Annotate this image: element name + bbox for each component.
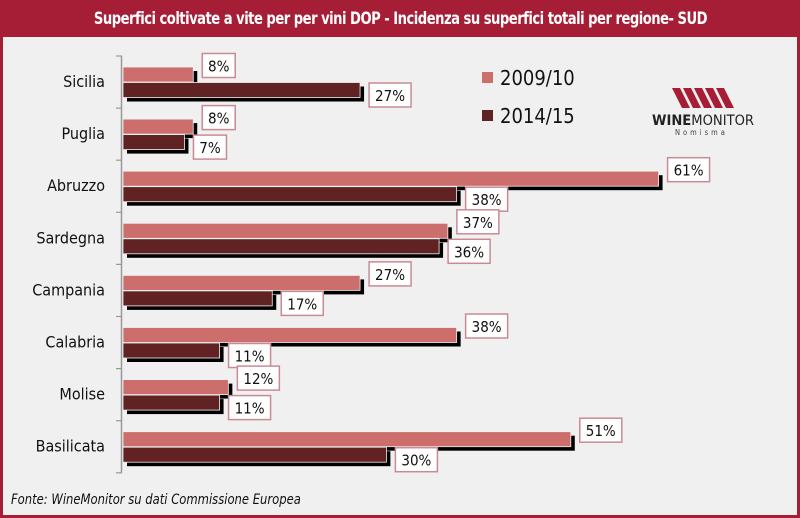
bar-2009-10 xyxy=(122,379,229,396)
data-label: 37% xyxy=(463,214,493,232)
data-label: 11% xyxy=(235,400,265,418)
data-label-box xyxy=(227,394,272,421)
bar-2014-15 xyxy=(122,134,185,151)
bar-2014-15 xyxy=(122,186,458,203)
data-label-box xyxy=(666,156,711,183)
y-axis xyxy=(116,55,123,474)
data-label: 7% xyxy=(199,139,221,157)
data-label: 30% xyxy=(401,452,431,470)
logo-subtitle: Nomisma xyxy=(675,128,728,137)
bars-group: 8% 27% 8% 7% 61% 38% 37% 36% 27% 17% 38% 11% 12% 11% 5… xyxy=(122,52,711,473)
category-label: Molise xyxy=(59,385,105,404)
chart-title: Superfici coltivate a vite per per vini … xyxy=(93,8,707,29)
data-label: 38% xyxy=(472,191,502,209)
title-bar: Superfici coltivate a vite per per vini … xyxy=(0,0,800,37)
bar-2014-15 xyxy=(122,290,273,307)
bar-2009-10 xyxy=(122,274,361,291)
data-label: 8% xyxy=(208,58,230,76)
data-label-box xyxy=(368,82,412,108)
bar-2009-10 xyxy=(122,327,458,343)
category-label: Puglia xyxy=(62,124,105,143)
bar-2009-10 xyxy=(122,118,194,135)
bar-2014-15 xyxy=(122,446,387,463)
legend-label-2009: 2009/10 xyxy=(500,66,575,90)
winemonitor-logo: WINEMONITOR Nomisma xyxy=(652,88,754,137)
data-label-box xyxy=(368,261,412,287)
bar-2014-15 xyxy=(122,238,440,255)
data-label-box xyxy=(579,417,623,443)
data-label-box xyxy=(280,290,325,317)
logo-wordmark: WINEMONITOR xyxy=(652,113,754,129)
data-label: 61% xyxy=(674,162,704,180)
category-label: Sicilia xyxy=(63,72,105,91)
data-label: 27% xyxy=(375,87,405,105)
legend: 2009/10 2014/15 xyxy=(482,66,575,128)
data-label-box xyxy=(236,365,281,391)
category-label: Sardegna xyxy=(36,228,105,247)
bar-2014-15 xyxy=(122,342,220,359)
data-label-box xyxy=(464,186,509,212)
category-label: Campania xyxy=(32,280,105,299)
bar-2014-15 xyxy=(122,394,220,411)
data-label: 36% xyxy=(454,243,484,261)
bar-2009-10 xyxy=(122,170,659,187)
data-label: 27% xyxy=(375,266,405,284)
logo-mark-icon xyxy=(672,88,734,108)
data-label-box xyxy=(447,238,491,265)
category-label: Abruzzo xyxy=(47,176,105,195)
bar-2009-10 xyxy=(122,222,449,239)
data-label-box xyxy=(464,313,509,339)
legend-swatch-2014 xyxy=(482,110,493,121)
data-label: 12% xyxy=(243,370,273,388)
data-label-box xyxy=(192,134,228,160)
data-label-box xyxy=(394,446,439,473)
category-label: Calabria xyxy=(45,333,105,352)
data-label: 8% xyxy=(208,110,230,128)
data-label: 11% xyxy=(235,348,265,366)
source-note: Fonte: WineMonitor su dati Commissione E… xyxy=(11,492,301,508)
data-label-box xyxy=(201,104,236,131)
category-label: Basilicata xyxy=(36,437,105,456)
data-label-box xyxy=(201,52,236,79)
category-labels: Sicilia Puglia Abruzzo Sardegna Campania Cala… xyxy=(32,72,105,456)
data-label: 38% xyxy=(472,318,502,336)
legend-label-2014: 2014/15 xyxy=(500,104,575,128)
data-label: 17% xyxy=(287,295,317,313)
bar-2009-10 xyxy=(122,431,572,448)
data-label-box xyxy=(456,209,500,235)
bar-2014-15 xyxy=(122,82,361,98)
legend-swatch-2009 xyxy=(482,72,493,83)
data-label: 51% xyxy=(586,422,616,440)
bar-2009-10 xyxy=(122,66,194,83)
